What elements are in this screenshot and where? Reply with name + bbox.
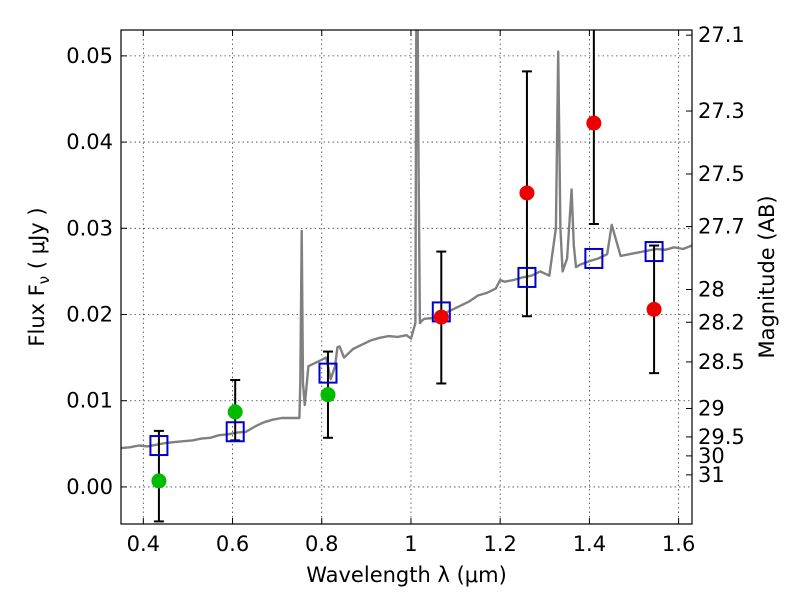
x-tick-label: 0.4	[127, 532, 160, 556]
mag-tick-label: 27.3	[698, 99, 745, 123]
tick-layer: 0.4 0.6 0.8 1 1.2 1.4 1.6 0.00 0.01 0.02 0.03 0.04 0…	[66, 23, 745, 556]
y-tick-label: 0.01	[66, 389, 113, 413]
measured-point	[646, 301, 662, 317]
x-tick-label: 1.6	[662, 532, 695, 556]
x-tick-label: 0.6	[216, 532, 249, 556]
x-tick-label: 1.2	[483, 532, 516, 556]
marker-layer	[149, 30, 664, 523]
mag-tick-label: 31	[698, 463, 725, 487]
y-tick-label: 0.03	[66, 216, 113, 240]
x-tick-label: 0.8	[305, 532, 338, 556]
model-square-point	[644, 241, 664, 263]
mag-tick-label: 30	[698, 444, 725, 468]
y-tick-label: 0.00	[66, 475, 113, 499]
model-square-point	[225, 421, 245, 443]
mag-tick-label: 28	[698, 278, 725, 302]
x-tick-label: 1	[404, 532, 417, 556]
measured-point	[151, 473, 167, 489]
mag-tick-label: 29.5	[698, 425, 745, 449]
measured-point	[586, 115, 602, 131]
mag-tick-label: 27.1	[698, 23, 745, 47]
y-tick-label: 0.02	[66, 303, 113, 327]
mag-tick-label: 29	[698, 396, 725, 420]
mag-tick-label: 27.5	[698, 162, 745, 186]
mag-tick-label: 27.7	[698, 215, 745, 239]
model-square-point	[584, 247, 604, 269]
label-layer: Wavelength λ (μm) Flux Fν ( μJy ) Magnit…	[25, 195, 779, 587]
y-tick-label: 0.05	[66, 44, 113, 68]
grid-layer	[121, 30, 692, 524]
mag-tick-label: 28.5	[698, 350, 745, 374]
spectrum-layer	[121, 30, 692, 450]
y-axis-label: Flux Fν ( μJy )	[25, 207, 53, 346]
mag-tick-label: 28.2	[698, 310, 745, 334]
spectrum-line	[121, 30, 692, 450]
model-square-point	[149, 435, 169, 457]
model-square-point	[318, 362, 338, 384]
measured-point	[519, 185, 535, 201]
measured-point	[433, 309, 449, 325]
y-right-axis-label: Magnitude (AB)	[755, 195, 779, 358]
model-square-point	[517, 266, 537, 288]
measured-point	[320, 387, 336, 403]
measured-point	[227, 404, 243, 420]
x-axis-label: Wavelength λ (μm)	[306, 563, 507, 587]
plot-frame	[120, 29, 693, 525]
x-tick-label: 1.4	[573, 532, 606, 556]
y-tick-label: 0.04	[66, 130, 113, 154]
